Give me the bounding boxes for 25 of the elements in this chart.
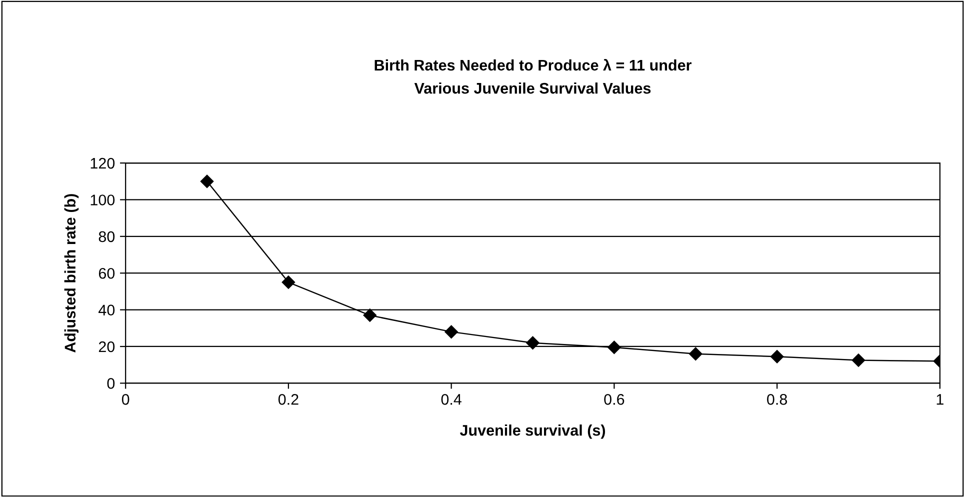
y-tick-label: 120: [90, 158, 115, 169]
point: [363, 308, 376, 322]
point: [608, 340, 621, 354]
y-tick-label: 40: [98, 304, 115, 316]
y-axis-title: Adjusted birth rate (b): [64, 194, 79, 352]
x-tick-label: 0.2: [278, 394, 298, 405]
chart-title: Birth Rates Needed to Produce λ = 11 under Various Juvenile Survival Values: [374, 59, 692, 94]
x-tick-label: 0.8: [767, 394, 788, 405]
x-axis-title: Juvenile survival (s): [460, 424, 606, 439]
point: [689, 347, 702, 360]
point: [526, 336, 540, 350]
point: [770, 350, 784, 364]
y-tick-label: 60: [98, 268, 115, 279]
y-tick-label: 100: [90, 194, 115, 206]
x-tick-label: 0.6: [604, 394, 624, 405]
point: [852, 354, 866, 367]
x-tick-label: 0: [122, 394, 130, 405]
point: [200, 174, 214, 188]
x-tick-label: 1: [936, 394, 944, 405]
y-tick-label: 20: [98, 341, 115, 352]
x-tick-label: 0.4: [441, 394, 462, 405]
point: [444, 325, 458, 338]
point: [282, 276, 296, 289]
y-tick-label: 0: [107, 378, 115, 389]
y-tick-label: 80: [98, 231, 115, 242]
